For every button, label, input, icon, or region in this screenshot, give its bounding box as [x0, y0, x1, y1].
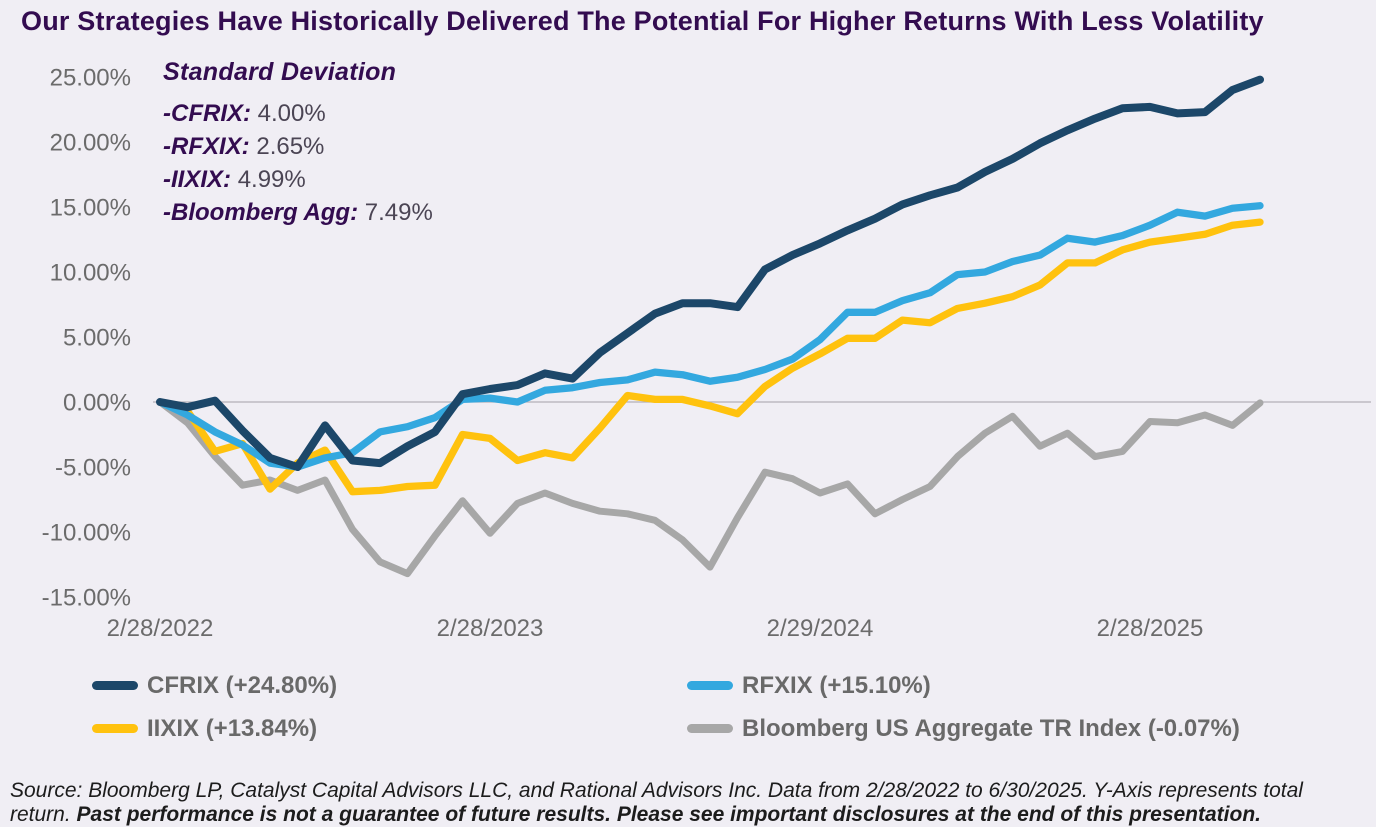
legend-row: IIXIX (+13.84%) Bloomberg US Aggregate T…	[0, 707, 1376, 750]
chart-legend: CFRIX (+24.80%) RFXIX (+15.10%) IIXIX (+…	[0, 664, 1376, 750]
std-dev-label: -CFRIX:	[163, 100, 251, 127]
cfrix-line-swatch-icon	[92, 681, 138, 690]
std-dev-label: -IIXIX:	[163, 166, 232, 193]
x-axis-tick-label: 2/28/2023	[437, 615, 544, 642]
y-axis-tick-label: 15.00%	[50, 195, 131, 222]
legend-label: IIXIX (+13.84%)	[147, 714, 318, 742]
y-axis-tick-label: 0.00%	[63, 390, 131, 417]
footer-disclaimer: Past performance is not a guarantee of f…	[76, 803, 1262, 826]
legend-entry-bloomberg: Bloomberg US Aggregate TR Index (-0.07%)	[687, 715, 1240, 743]
std-dev-heading: Standard Deviation	[163, 58, 397, 86]
bloomberg-line-swatch-icon	[687, 724, 733, 733]
legend-row: CFRIX (+24.80%) RFXIX (+15.10%)	[0, 664, 1376, 707]
std-dev-value: 4.99%	[237, 166, 306, 193]
y-axis-tick-label: 20.00%	[50, 130, 131, 157]
source-disclosure-text: Source: Bloomberg LP, Catalyst Capital A…	[10, 779, 1368, 827]
std-dev-item-bloomberg: -Bloomberg Agg: 7.49%	[163, 196, 433, 229]
rfxix-line-swatch-icon	[687, 681, 733, 690]
legend-label: Bloomberg US Aggregate TR Index (-0.07%)	[742, 714, 1240, 742]
std-dev-item-rfxix: -RFXIX: 2.65%	[163, 130, 433, 163]
y-axis-tick-label: 5.00%	[63, 325, 131, 352]
legend-label: CFRIX (+24.80%)	[147, 671, 338, 699]
std-dev-item-cfrix: -CFRIX: 4.00%	[163, 97, 433, 130]
std-dev-annotation: Standard Deviation -CFRIX: 4.00% -RFXIX:…	[163, 58, 433, 229]
std-dev-value: 7.49%	[364, 199, 433, 226]
page-title: Our Strategies Have Historically Deliver…	[21, 6, 1264, 36]
legend-label: RFXIX (+15.10%)	[742, 671, 931, 699]
y-axis-tick-label: -15.00%	[42, 585, 131, 612]
series-line-cfrix	[156, 75, 1264, 471]
std-dev-value: 4.00%	[257, 100, 326, 127]
x-axis-tick-label: 2/29/2024	[767, 615, 874, 642]
y-axis-tick-label: 25.00%	[50, 65, 131, 92]
iixix-line-swatch-icon	[92, 724, 138, 733]
series-line-bloomberg-us-aggregate-tr-index	[156, 398, 1264, 578]
legend-entry-iixix: IIXIX (+13.84%)	[92, 715, 687, 743]
series-line-iixix	[156, 218, 1264, 496]
std-dev-label: -RFXIX:	[163, 133, 250, 160]
y-axis-tick-label: 10.00%	[50, 260, 131, 287]
std-dev-label: -Bloomberg Agg:	[163, 199, 359, 226]
returns-line-chart: 25.00% 20.00% 15.00% 10.00% 5.00% 0.00% -5.00%…	[42, 65, 1371, 642]
x-axis-tick-label: 2/28/2022	[107, 615, 214, 642]
y-axis-tick-label: -10.00%	[42, 520, 131, 547]
std-dev-item-iixix: -IIXIX: 4.99%	[163, 163, 433, 196]
legend-entry-cfrix: CFRIX (+24.80%)	[92, 672, 687, 700]
std-dev-value: 2.65%	[256, 133, 325, 160]
legend-entry-rfxix: RFXIX (+15.10%)	[687, 672, 931, 700]
y-axis-tick-label: -5.00%	[55, 455, 131, 482]
x-axis-tick-label: 2/28/2025	[1097, 615, 1204, 642]
